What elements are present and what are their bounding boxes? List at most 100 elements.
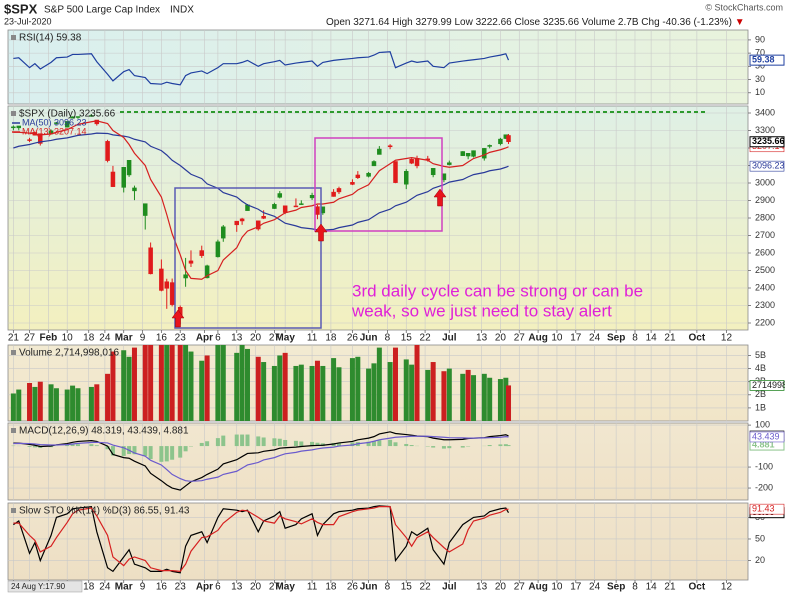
cursor-box xyxy=(7,580,83,593)
x-tick-label: 18 xyxy=(83,333,95,344)
volume-bar xyxy=(481,373,487,421)
x-tick-label: 18 xyxy=(325,333,337,344)
x-tick-label: 27 xyxy=(24,333,36,344)
x-tick-label: 12 xyxy=(721,333,733,344)
symbol: $SPX xyxy=(4,1,38,16)
last-value-label: 91.43 xyxy=(752,504,775,514)
volume-bar xyxy=(331,358,337,421)
volume-bar xyxy=(37,381,43,421)
panel-title: Volume 2,714,998,016 xyxy=(19,348,120,359)
candle-body xyxy=(471,150,476,157)
x-tick-label: Mar xyxy=(115,333,133,344)
panel-title: MACD(12,26,9) 48.319, 43.439, 4.881 xyxy=(19,426,189,437)
panel-title: RSI(14) 59.38 xyxy=(19,33,82,44)
candle-body xyxy=(482,148,487,159)
volume-bar xyxy=(336,367,342,421)
candle-body xyxy=(234,220,239,226)
volume-bar xyxy=(70,385,76,421)
volume-bar xyxy=(215,345,221,421)
x-tick-label: 10 xyxy=(551,582,563,593)
candle-body xyxy=(27,139,32,141)
x-tick-label: 22 xyxy=(420,333,432,344)
panel: 2200230024002500260027002800290030003100… xyxy=(7,105,785,331)
candle-body xyxy=(204,265,210,279)
series-line xyxy=(13,506,509,572)
panel: 1B2B3B4B5B2714998016Volume 2,714,998,016 xyxy=(7,344,785,422)
y-tick-label: 2B xyxy=(755,389,766,399)
candle-body xyxy=(465,153,471,157)
volume-bar xyxy=(309,365,315,421)
volume-bar xyxy=(177,345,183,421)
candle-body xyxy=(299,203,304,205)
last-value-box xyxy=(749,380,785,391)
candle-body xyxy=(261,216,266,219)
volume-bar xyxy=(261,362,267,421)
y-tick-label: 3000 xyxy=(755,177,775,187)
x-tick-label: 27 xyxy=(269,582,281,593)
histogram-bar xyxy=(460,446,465,448)
volume-bar xyxy=(142,345,148,421)
volume-bar xyxy=(94,384,100,421)
candle-body xyxy=(70,116,75,119)
x-tick-label: 9 xyxy=(140,582,146,593)
histogram-bar xyxy=(240,434,245,447)
volume-bar xyxy=(465,369,471,421)
volume-bar xyxy=(392,347,398,421)
quote-low: Low 3222.66 xyxy=(454,17,512,28)
last-value-box xyxy=(749,503,785,515)
histogram-bar xyxy=(366,441,371,447)
candle-body xyxy=(355,174,361,178)
x-tick-label: Jul xyxy=(442,582,457,593)
candle-body xyxy=(11,126,16,129)
histogram-bar xyxy=(393,442,398,447)
volume-bar xyxy=(126,356,132,421)
x-tick-label: 14 xyxy=(646,582,658,593)
y-tick-label: 10 xyxy=(755,87,765,97)
candle-body xyxy=(350,182,355,185)
plot-area xyxy=(11,431,511,491)
volume-bar xyxy=(366,368,372,421)
volume-bar xyxy=(199,360,205,421)
candle-body xyxy=(132,187,137,192)
volume-bar xyxy=(10,393,16,421)
histogram-bar xyxy=(94,445,99,447)
y-tick-label: 2300 xyxy=(755,300,775,310)
x-tick-label: 6 xyxy=(215,582,221,593)
x-tick-label: 24 xyxy=(589,333,601,344)
histogram-bar xyxy=(404,443,409,447)
volume-bar xyxy=(430,362,436,421)
histogram-bar xyxy=(164,446,169,462)
volume-bar xyxy=(131,347,137,421)
histogram-bar xyxy=(121,446,126,456)
y-tick-label: 3400 xyxy=(755,107,775,117)
y-tick-label: 20 xyxy=(755,555,765,565)
histogram-bar xyxy=(183,446,188,452)
last-value-box xyxy=(749,160,785,172)
volume-bar xyxy=(164,345,170,421)
x-tick-label: 10 xyxy=(62,333,74,344)
histogram-bar xyxy=(431,446,436,448)
quote-line: Open 3271.64 High 3279.99 Low 3222.66 Cl… xyxy=(326,17,745,28)
histogram-bar xyxy=(148,446,153,460)
candle-body xyxy=(64,121,70,128)
cycle-box xyxy=(314,137,443,232)
y-tick-label: 2800 xyxy=(755,212,775,222)
histogram-bar xyxy=(371,441,376,447)
y-tick-label: 4B xyxy=(755,363,766,373)
x-tick-label: 17 xyxy=(570,582,582,593)
histogram-bar xyxy=(272,438,277,447)
annotation: weak, so we just need to stay alert xyxy=(351,301,612,320)
volume-bar xyxy=(110,351,116,421)
histogram-bar xyxy=(277,438,282,447)
histogram-bar xyxy=(487,445,492,447)
last-value-label: 59.38 xyxy=(752,55,775,65)
histogram-bar xyxy=(178,446,183,458)
volume-bar xyxy=(16,389,22,421)
x-tick-label: 24 xyxy=(589,582,601,593)
last-value-box xyxy=(749,136,785,148)
legend-label: MA(50) 3096.23 xyxy=(22,117,87,127)
y-tick-label: 5B xyxy=(755,350,766,360)
volume-bar xyxy=(234,352,240,421)
candle-body xyxy=(126,160,132,176)
histogram-bar xyxy=(245,434,250,447)
